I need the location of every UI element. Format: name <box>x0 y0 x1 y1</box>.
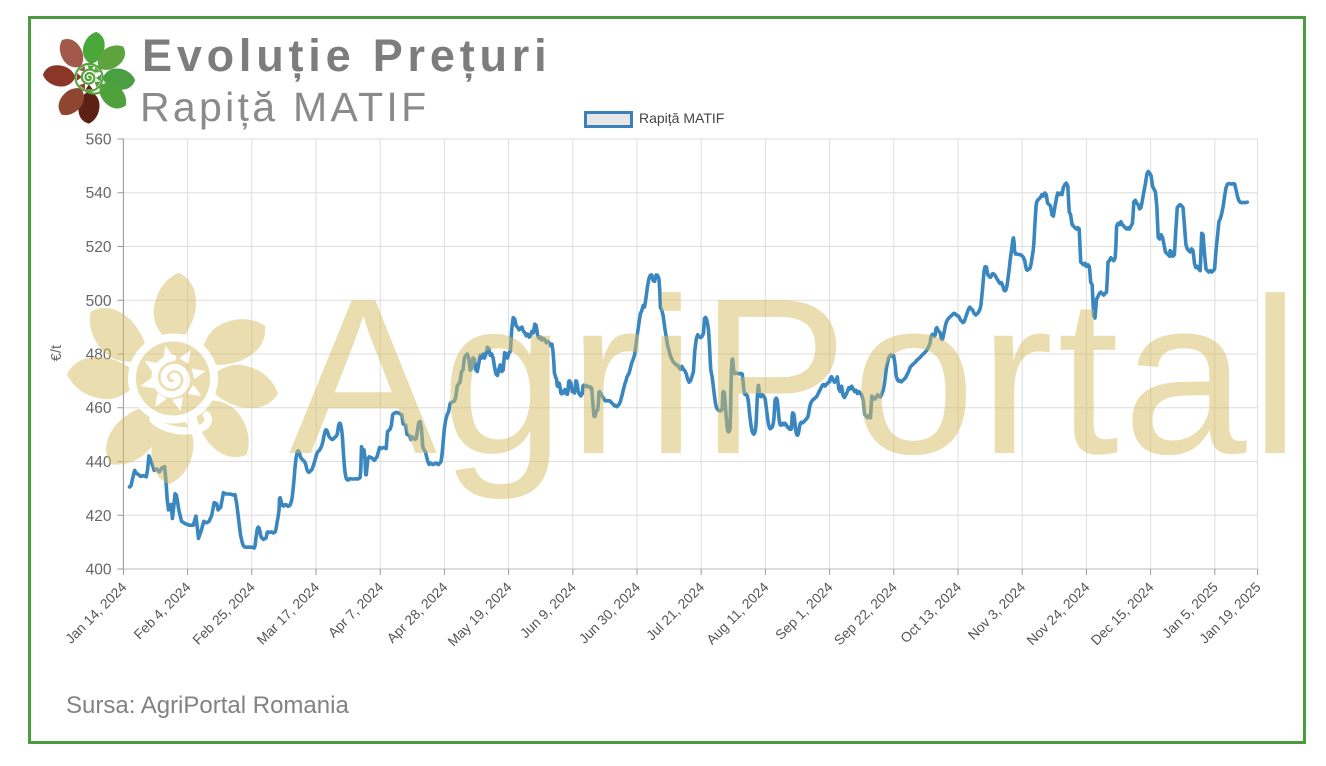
svg-text:Jul 21, 2024: Jul 21, 2024 <box>644 579 708 643</box>
svg-text:Mar 17, 2024: Mar 17, 2024 <box>254 579 322 647</box>
svg-text:Sep 22, 2024: Sep 22, 2024 <box>831 579 900 648</box>
svg-text:520: 520 <box>86 239 112 256</box>
svg-text:Jun 30, 2024: Jun 30, 2024 <box>576 579 643 646</box>
svg-text:Dec 15, 2024: Dec 15, 2024 <box>1088 579 1157 648</box>
svg-text:400: 400 <box>86 562 112 579</box>
svg-text:AgriPortal: AgriPortal <box>289 253 1304 501</box>
svg-text:May 19, 2024: May 19, 2024 <box>445 579 515 649</box>
svg-text:Aug 11, 2024: Aug 11, 2024 <box>704 579 772 647</box>
svg-text:Jan 14, 2024: Jan 14, 2024 <box>62 579 129 646</box>
svg-text:Jun 9, 2024: Jun 9, 2024 <box>517 579 579 641</box>
svg-text:420: 420 <box>86 508 112 525</box>
svg-text:Apr 28, 2024: Apr 28, 2024 <box>384 579 451 646</box>
svg-text:440: 440 <box>86 454 112 471</box>
svg-text:Sep 1, 2024: Sep 1, 2024 <box>772 579 835 642</box>
svg-text:€/t: €/t <box>49 345 65 361</box>
svg-text:560: 560 <box>86 132 112 149</box>
svg-text:Apr 7, 2024: Apr 7, 2024 <box>325 579 386 640</box>
svg-text:Feb 4, 2024: Feb 4, 2024 <box>131 579 194 642</box>
svg-text:Oct 13, 2024: Oct 13, 2024 <box>898 579 965 646</box>
svg-text:500: 500 <box>86 293 112 310</box>
svg-text:540: 540 <box>86 185 112 202</box>
svg-text:460: 460 <box>86 400 112 417</box>
svg-text:Feb 25, 2024: Feb 25, 2024 <box>190 579 258 647</box>
svg-text:Nov 24, 2024: Nov 24, 2024 <box>1024 579 1093 648</box>
svg-text:Nov 3, 2024: Nov 3, 2024 <box>965 579 1028 642</box>
